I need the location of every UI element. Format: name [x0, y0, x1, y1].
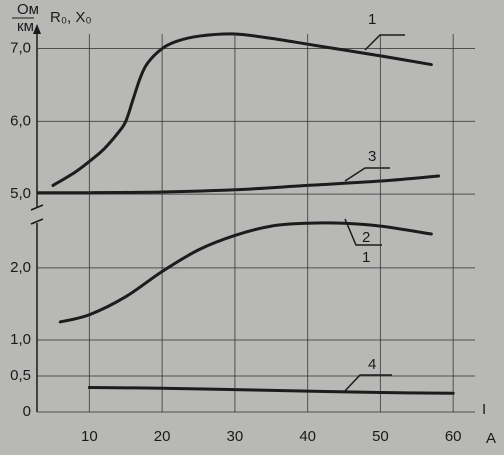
curve-label: 4 [368, 356, 376, 373]
x-tick-label: 40 [299, 428, 316, 445]
annotation: 1 [362, 249, 370, 266]
y-tick-label: 6,0 [10, 112, 31, 129]
leader-line [342, 374, 392, 394]
curve [58, 221, 433, 324]
x-tick-label: 30 [227, 428, 244, 445]
y-tick-label: 5,0 [10, 185, 31, 202]
x-tick-label: 10 [81, 428, 98, 445]
y-arrow [33, 24, 41, 34]
x-tick-label: 50 [372, 428, 389, 445]
leader-line [344, 167, 390, 182]
y-label: R₀, X₀ [50, 9, 92, 26]
x-label: I [482, 401, 486, 418]
leader-line [364, 34, 405, 51]
curve [51, 32, 433, 187]
leader-line [344, 218, 382, 246]
y-tick-label: 0,5 [10, 367, 31, 384]
y-tick-label: 0 [23, 403, 31, 420]
curve [87, 386, 455, 395]
curve-label: 3 [368, 148, 376, 165]
x-tick-label: 60 [445, 428, 462, 445]
curve-label: 1 [368, 11, 376, 28]
y-unit-bottom: км [17, 18, 34, 35]
x-unit: A [486, 430, 496, 447]
y-tick-label: 2,0 [10, 259, 31, 276]
axis-break [30, 218, 44, 225]
y-tick-label: 1,0 [10, 331, 31, 348]
y-tick-label: 7,0 [10, 40, 31, 57]
y-unit-top: Ом [17, 1, 39, 18]
curve-label: 2 [362, 229, 370, 246]
axis-break [30, 204, 44, 211]
x-tick-label: 20 [154, 428, 171, 445]
curve [36, 174, 441, 195]
